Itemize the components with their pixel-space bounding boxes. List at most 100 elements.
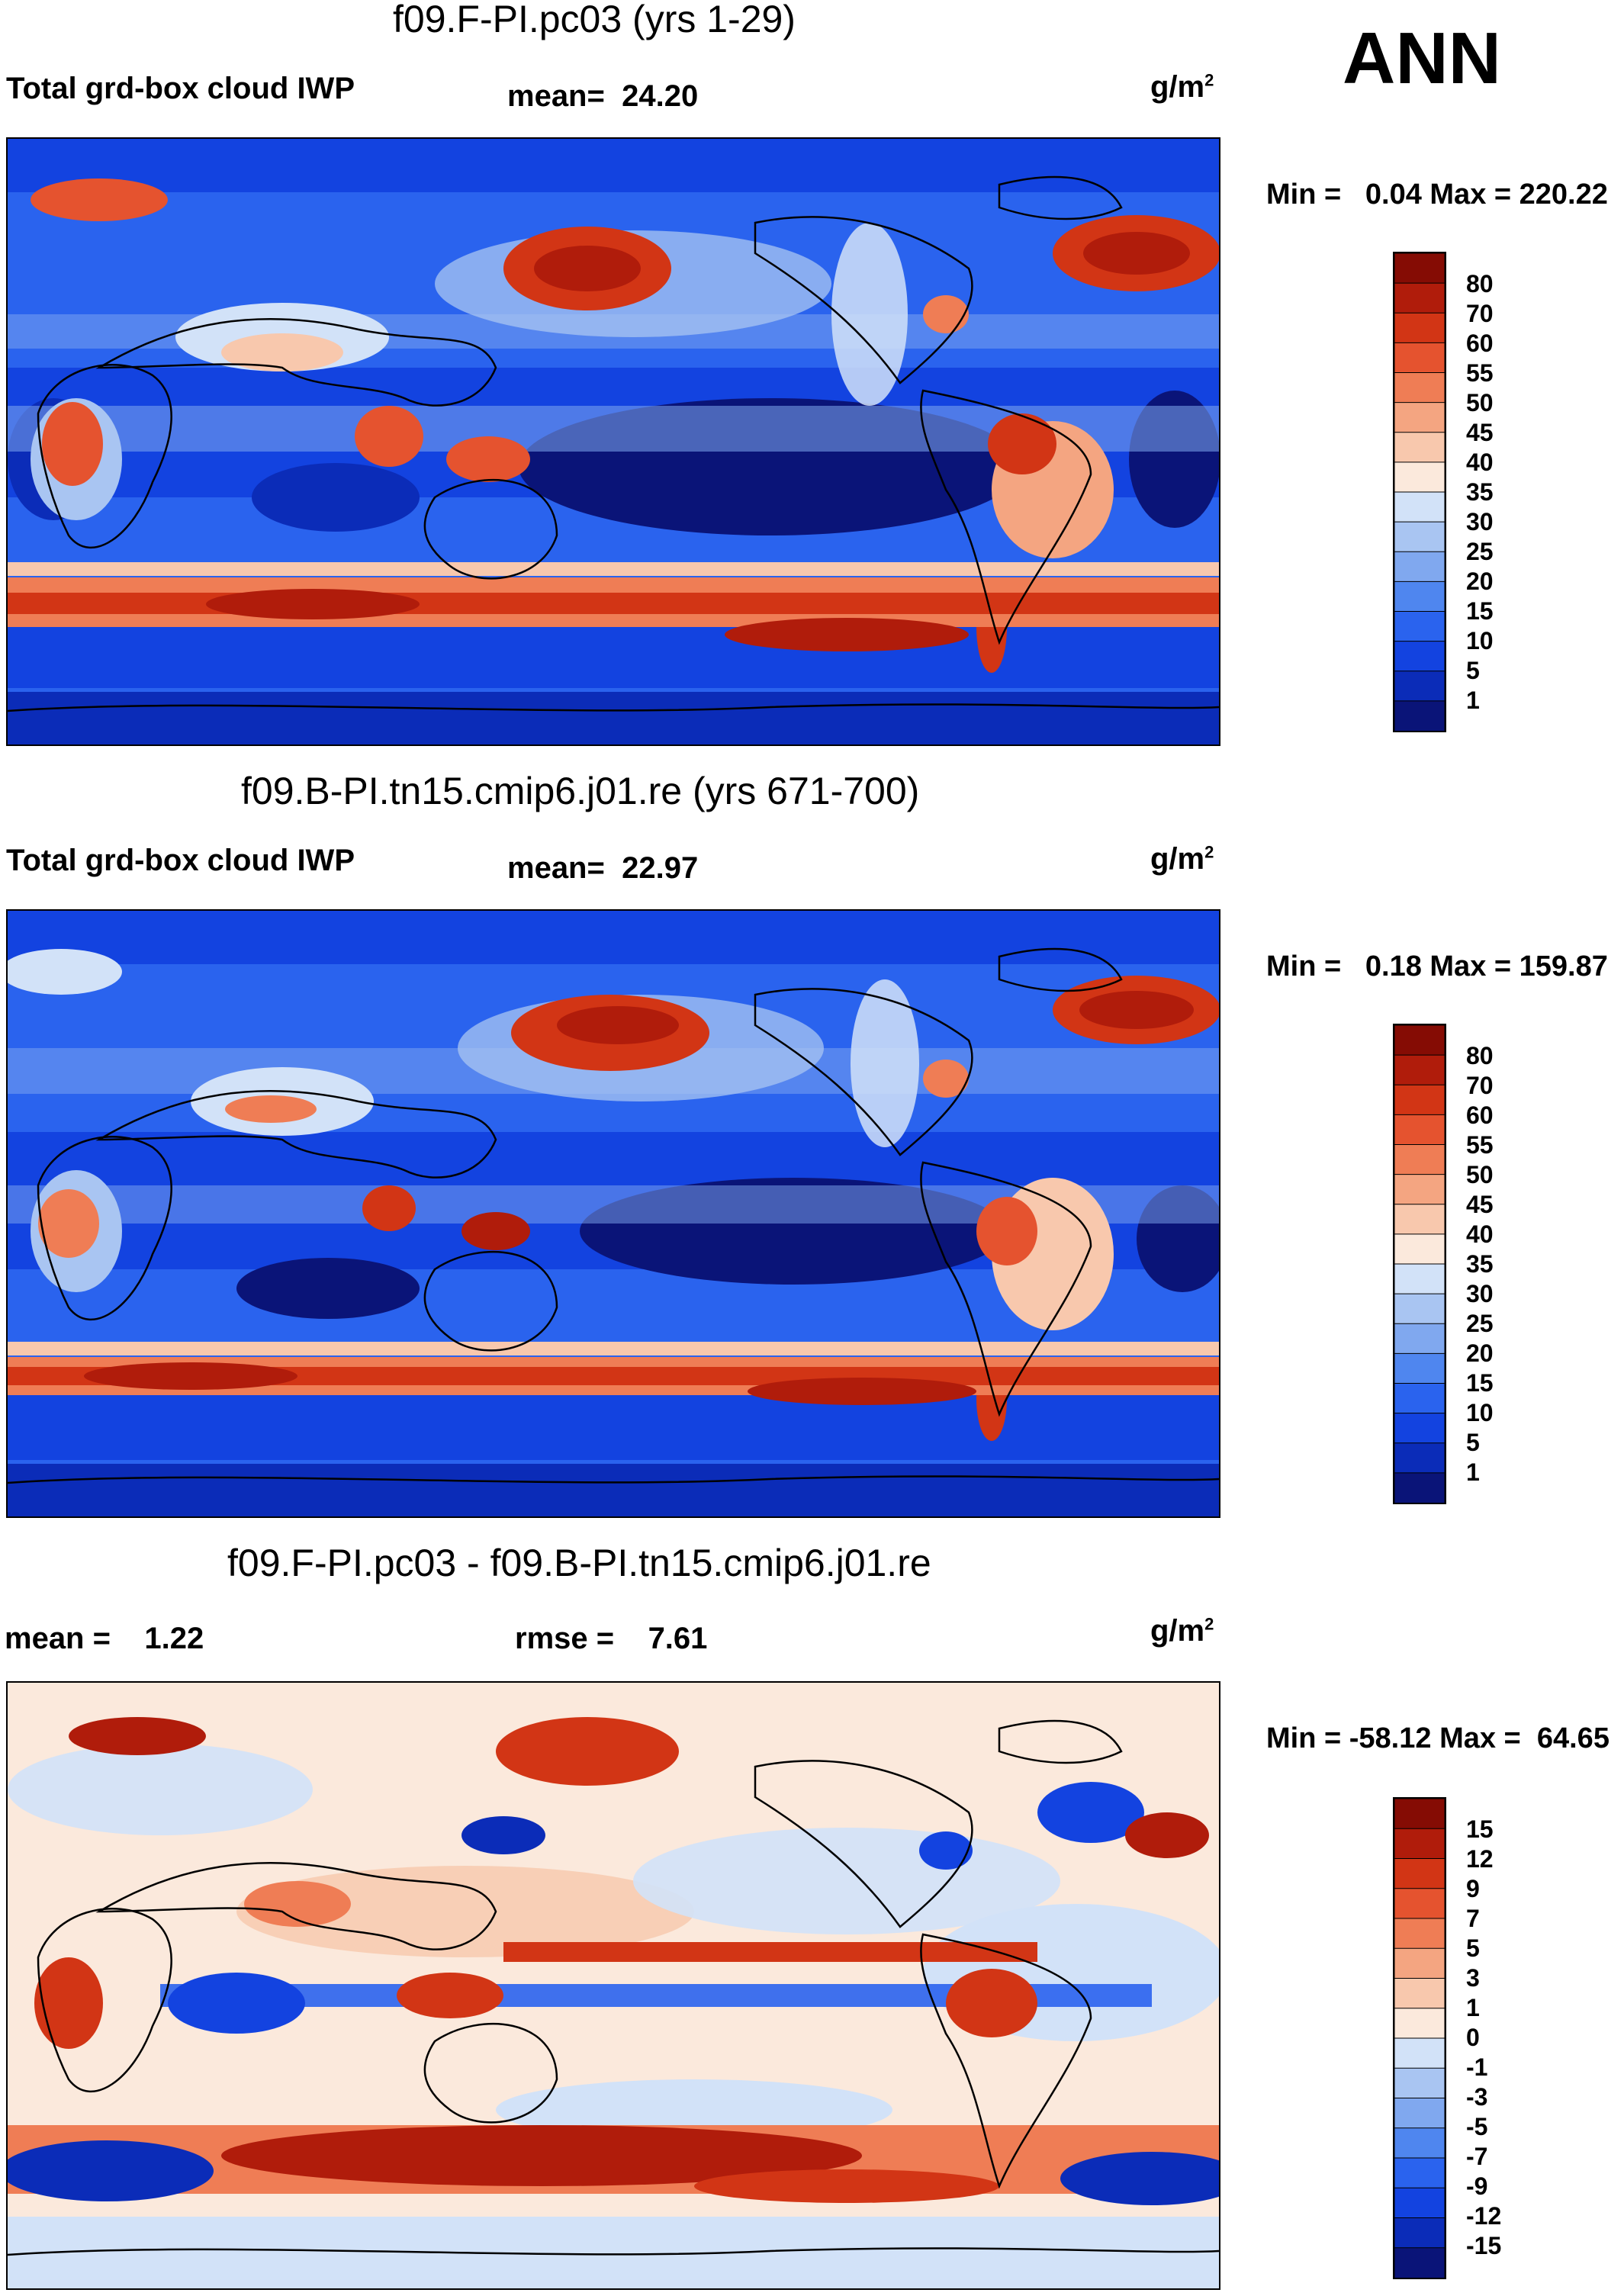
panel1-tick-4: 50	[1466, 389, 1494, 416]
panel1-tick-12: 10	[1466, 627, 1494, 654]
panel1-colorbar-swatch-11	[1394, 580, 1445, 613]
panel1-tick-10: 20	[1466, 568, 1494, 595]
panel3-rmse-label: rmse =	[515, 1622, 615, 1655]
panel3-colorbar-swatch-14	[1394, 2217, 1445, 2249]
panel1-units-base: g/m	[1150, 70, 1205, 104]
panel2-min-value: 0.18	[1365, 950, 1422, 982]
panel1-units-sup: 2	[1204, 70, 1214, 90]
panel1-colorbar-swatch-9	[1394, 521, 1445, 553]
panel1-tick-5: 45	[1466, 419, 1494, 446]
panel3-min-value: -58.12	[1349, 1722, 1432, 1754]
panel1-tick-6: 40	[1466, 449, 1494, 476]
panel3-colorbar-swatch-5	[1394, 1947, 1445, 1979]
panel1-colorbar-swatch-4	[1394, 372, 1445, 404]
panel2-colorbar-swatch-7	[1394, 1233, 1445, 1265]
panel1-colorbar-swatch-14	[1394, 670, 1445, 702]
panel3-tick-9: -3	[1466, 2083, 1488, 2111]
panel1-tick-1: 70	[1466, 300, 1494, 327]
panel3-colorbar-swatch-0	[1394, 1799, 1445, 1830]
panel3-rmse: rmse = 7.61	[515, 1622, 707, 1656]
panel1-colorbar-swatch-1	[1394, 282, 1445, 314]
panel3-tick-12: -9	[1466, 2172, 1488, 2200]
panel3-mean-label: mean =	[5, 1622, 111, 1655]
panel2-colorbar-swatch-11	[1394, 1352, 1445, 1384]
panel2-colorbar-swatch-5	[1394, 1174, 1445, 1205]
panel1-colorbar-swatch-2	[1394, 312, 1445, 344]
panel2-mean: mean= 22.97	[507, 851, 698, 886]
panel3-colorbar-swatch-3	[1394, 1888, 1445, 1919]
panel2-min-label: Min =	[1266, 950, 1342, 982]
panel2-tick-1: 70	[1466, 1072, 1494, 1099]
panel1-tick-9: 25	[1466, 538, 1494, 565]
panel1-colorbar-swatch-8	[1394, 491, 1445, 523]
panel1-colorbar-swatch-15	[1394, 700, 1445, 731]
panel2-units-sup: 2	[1204, 842, 1214, 862]
panel3-tick-1: 12	[1466, 1845, 1494, 1873]
panel1-min-value: 0.04	[1365, 178, 1422, 211]
panel2-tick-5: 45	[1466, 1191, 1494, 1218]
panel1-colorbar-swatch-0	[1394, 253, 1445, 285]
panel1-colorbar-swatch-12	[1394, 611, 1445, 642]
panel2-max-label: Max =	[1429, 950, 1512, 982]
panel1-minmax: Min = 0.04 Max = 220.22	[1266, 178, 1608, 211]
panel3-max-label: Max =	[1439, 1722, 1521, 1754]
panel2-colorbar-swatch-0	[1394, 1025, 1445, 1056]
panel2-tick-4: 50	[1466, 1161, 1494, 1188]
panel2-tick-13: 5	[1466, 1429, 1480, 1456]
panel2-colorbar-swatch-8	[1394, 1263, 1445, 1295]
panel3-tick-8: -1	[1466, 2053, 1488, 2081]
panel1-colorbar-swatch-3	[1394, 342, 1445, 374]
panel1-mean-value: 24.20	[622, 79, 699, 113]
panel1-colorbar-swatch-7	[1394, 461, 1445, 494]
panel2-tick-9: 25	[1466, 1310, 1494, 1337]
panel2-tick-7: 35	[1466, 1250, 1494, 1278]
panel1-colorbar-swatch-6	[1394, 432, 1445, 463]
panel3-tick-10: -5	[1466, 2113, 1488, 2140]
panel3-min-label: Min =	[1266, 1722, 1342, 1754]
panel2-map	[6, 909, 1220, 1518]
panel3-max-value: 64.65	[1536, 1722, 1610, 1754]
panel2-colorbar-swatch-9	[1394, 1293, 1445, 1325]
panel2-units-base: g/m	[1150, 842, 1205, 876]
panel1-tick-7: 35	[1466, 478, 1494, 506]
panel2-tick-10: 20	[1466, 1339, 1494, 1367]
panel3-tick-4: 5	[1466, 1934, 1480, 1962]
panel3-mean: mean = 1.22	[5, 1622, 204, 1656]
panel3-colorbar-swatch-11	[1394, 2127, 1445, 2159]
panel2-colorbar-swatch-12	[1394, 1383, 1445, 1414]
panel1-mean-label: mean=	[507, 79, 605, 113]
panel1-variable: Total grd-box cloud IWP	[6, 72, 355, 105]
panel2-units: g/m2	[1150, 842, 1214, 876]
panel3-tick-5: 3	[1466, 1964, 1480, 1992]
panel3-units: g/m2	[1150, 1614, 1214, 1648]
panel3-colorbar-swatch-1	[1394, 1828, 1445, 1860]
panel2-tick-8: 30	[1466, 1280, 1494, 1307]
panel3-tick-6: 1	[1466, 1994, 1480, 2021]
panel3-tick-3: 7	[1466, 1905, 1480, 1932]
panel3-tick-14: -15	[1466, 2232, 1502, 2259]
panel2-tick-14: 1	[1466, 1458, 1480, 1486]
panel2-tick-11: 15	[1466, 1369, 1494, 1397]
panel3-colorbar-swatch-13	[1394, 2187, 1445, 2219]
panel2-title: f09.B-PI.tn15.cmip6.j01.re (yrs 671-700)	[241, 770, 920, 812]
panel3-colorbar-swatch-15	[1394, 2247, 1445, 2278]
panel1-map	[6, 137, 1220, 746]
panel2-mean-value: 22.97	[622, 851, 699, 885]
panel3-colorbar-swatch-6	[1394, 1978, 1445, 2009]
panel2-tick-12: 10	[1466, 1399, 1494, 1426]
panel1-tick-14: 1	[1466, 687, 1480, 714]
panel2-colorbar-swatch-14	[1394, 1442, 1445, 1474]
panel2-tick-2: 60	[1466, 1101, 1494, 1129]
panel3-colorbar-swatch-2	[1394, 1858, 1445, 1889]
panel2-colorbar-swatch-1	[1394, 1054, 1445, 1086]
panel2-colorbar	[1393, 1024, 1446, 1504]
panel2-tick-0: 80	[1466, 1042, 1494, 1069]
panel2-colorbar-swatch-4	[1394, 1144, 1445, 1175]
panel1-colorbar-swatch-10	[1394, 551, 1445, 583]
panel2-tick-6: 40	[1466, 1220, 1494, 1248]
panel2-colorbar-swatch-10	[1394, 1323, 1445, 1355]
panel1-colorbar-swatch-5	[1394, 402, 1445, 433]
panel2-minmax: Min = 0.18 Max = 159.87	[1266, 950, 1608, 983]
panel3-tick-13: -12	[1466, 2202, 1502, 2230]
panel1-tick-2: 60	[1466, 330, 1494, 357]
